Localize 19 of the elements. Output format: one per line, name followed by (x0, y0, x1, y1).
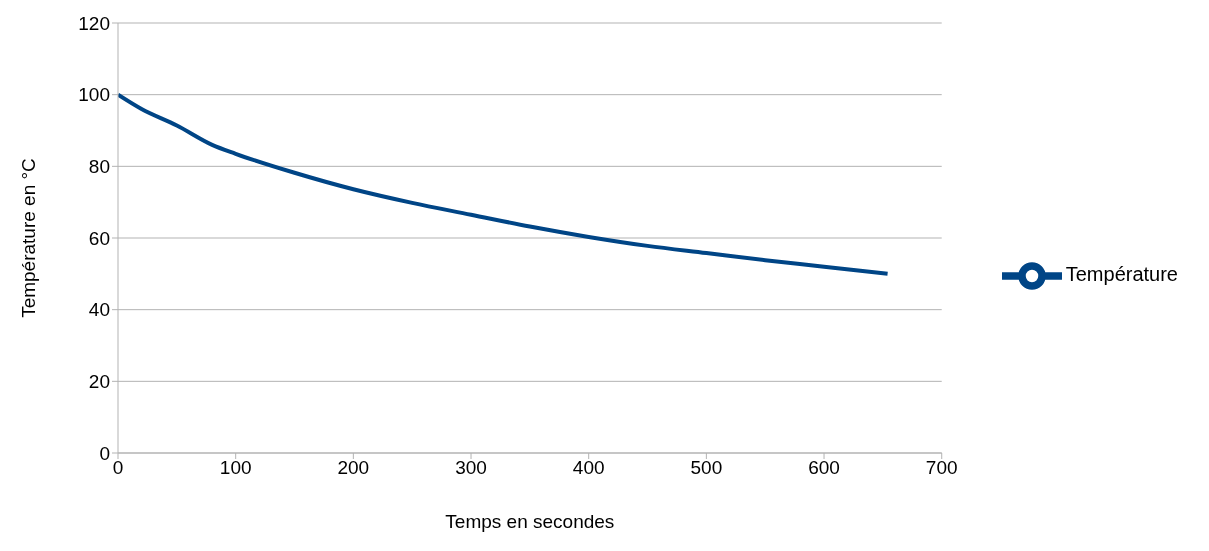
y-tick-label: 60 (88, 227, 110, 249)
x-tick-label: 400 (572, 457, 605, 479)
x-tick-label: 500 (690, 457, 723, 479)
y-tick-label: 20 (88, 371, 110, 393)
y-tick-label: 40 (88, 299, 110, 321)
x-axis-title: Temps en secondes (445, 511, 615, 532)
x-tick-label: 600 (808, 457, 840, 479)
y-tick-label: 120 (78, 12, 110, 34)
x-tick-label: 700 (925, 457, 958, 479)
y-axis-title: Température en °C (17, 158, 39, 318)
y-tick-label: 80 (88, 156, 110, 178)
x-tick-label: 0 (112, 457, 124, 479)
legend-label: Température (1065, 262, 1178, 285)
y-tick-label: 0 (99, 442, 110, 464)
line-series (118, 92, 890, 276)
x-tick-label: 300 (455, 457, 487, 479)
x-tick-label: 100 (219, 457, 252, 479)
x-tick-label: 200 (337, 457, 370, 479)
y-tick-label: 100 (78, 84, 110, 106)
